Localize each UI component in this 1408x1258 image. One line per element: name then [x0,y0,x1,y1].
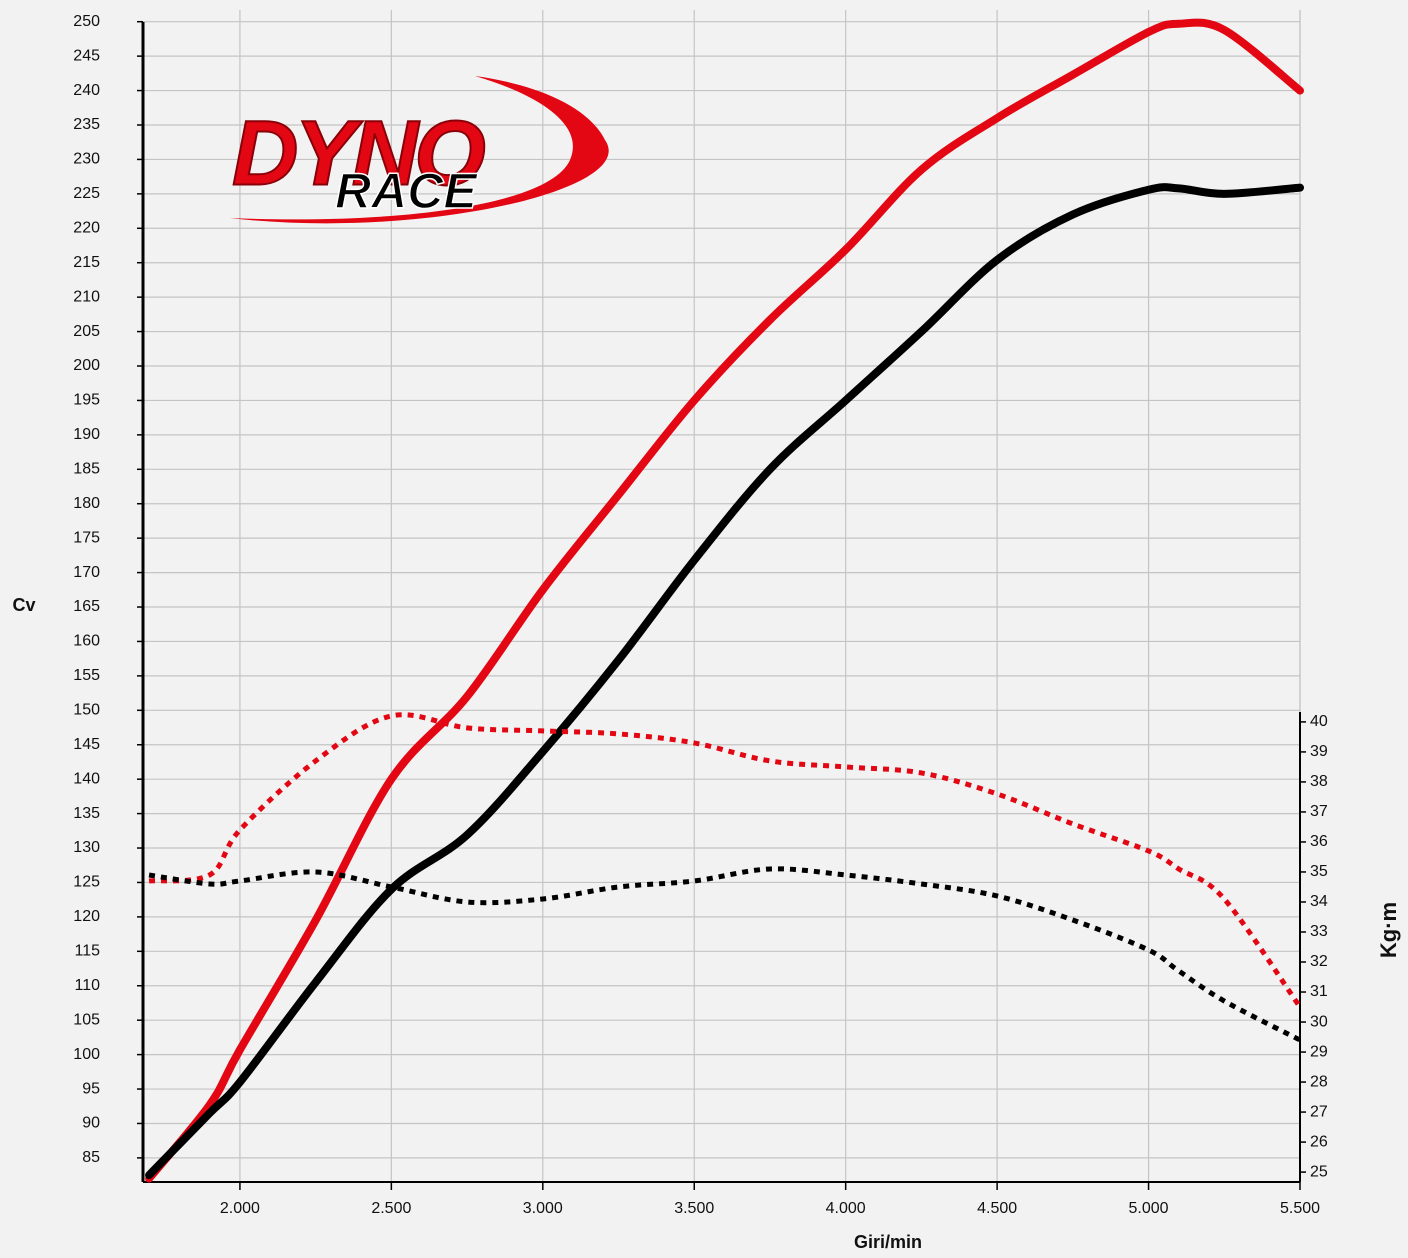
y-tick-label: 120 [73,908,100,925]
y2-tick-label: 27 [1310,1103,1328,1120]
grid [143,10,1301,1182]
y2-tick-label: 32 [1310,953,1328,970]
y2-tick-label: 39 [1310,743,1328,760]
y-tick-label: 205 [73,323,100,340]
y2-tick-label: 30 [1310,1013,1328,1030]
x-tick-label: 3.500 [674,1200,714,1217]
y-tick-label: 210 [73,288,100,305]
x-tick-label: 5.500 [1280,1200,1320,1217]
y2-tick-label: 25 [1310,1163,1328,1180]
y-tick-label: 215 [73,254,100,271]
y2-tick-label: 37 [1310,803,1328,820]
y-tick-label: 225 [73,185,100,202]
y-tick-label: 160 [73,633,100,650]
y-tick-label: 235 [73,116,100,133]
y-tick-label: 200 [73,357,100,374]
y-tick-label: 245 [73,47,100,64]
y2-tick-label: 33 [1310,923,1328,940]
y-tick-label: 125 [73,874,100,891]
y-tick-label: 230 [73,151,100,168]
y-tick-label: 250 [73,13,100,30]
y-tick-label: 140 [73,770,100,787]
x-tick-label: 5.000 [1129,1200,1169,1217]
y2-tick-label: 35 [1310,863,1328,880]
y-tick-label: 165 [73,598,100,615]
y-tick-label: 115 [74,943,100,960]
y2-tick-label: 28 [1310,1073,1328,1090]
x-tick-label: 2.500 [371,1200,411,1217]
y-tick-label: 220 [73,220,100,237]
power-line [145,18,1304,1183]
y2-axis-title: Kg·m [1376,902,1401,958]
torque-line [148,712,1303,1009]
y-tick-label: 145 [73,736,100,753]
power-line [145,183,1304,1180]
y-tick-label: 105 [73,1011,100,1028]
y2-tick-label: 36 [1310,833,1328,850]
y2-tick-label: 40 [1310,713,1328,730]
logo: DYNO RACE [230,76,609,224]
y-tick-label: 135 [73,805,100,822]
y2-tick-label: 29 [1310,1043,1328,1060]
y-tick-label: 150 [73,702,100,719]
x-axis-title: Giri/min [854,1232,922,1252]
y-tick-label: 85 [82,1149,100,1166]
y-tick-label: 95 [82,1080,100,1097]
torque-line [148,866,1302,1043]
y-tick-label: 130 [73,839,100,856]
x-tick-label: 4.500 [977,1200,1017,1217]
y-tick-label: 190 [73,426,100,443]
y2-tick-label: 31 [1310,983,1328,1000]
x-tick-label: 2.000 [220,1200,260,1217]
y-tick-label: 170 [73,564,100,581]
y2-tick-label: 26 [1310,1133,1328,1150]
y2-tick-label: 38 [1310,773,1328,790]
logo-bottom: RACE [335,163,478,219]
y2-tick-label: 34 [1310,893,1328,910]
y-tick-label: 90 [82,1115,100,1132]
y-tick-label: 185 [73,461,100,478]
y-tick-label: 240 [73,82,100,99]
y-tick-label: 195 [73,392,100,409]
y-tick-label: 155 [73,667,100,684]
logo-top: DYNO [232,102,485,204]
x-tick-label: 3.000 [523,1200,563,1217]
y-tick-label: 100 [73,1046,100,1063]
y-tick-label: 175 [73,529,100,546]
x-tick-label: 4.000 [826,1200,866,1217]
y-tick-label: 110 [74,977,100,994]
y-axis-title: Cv [12,595,35,615]
y-tick-label: 180 [73,495,100,512]
